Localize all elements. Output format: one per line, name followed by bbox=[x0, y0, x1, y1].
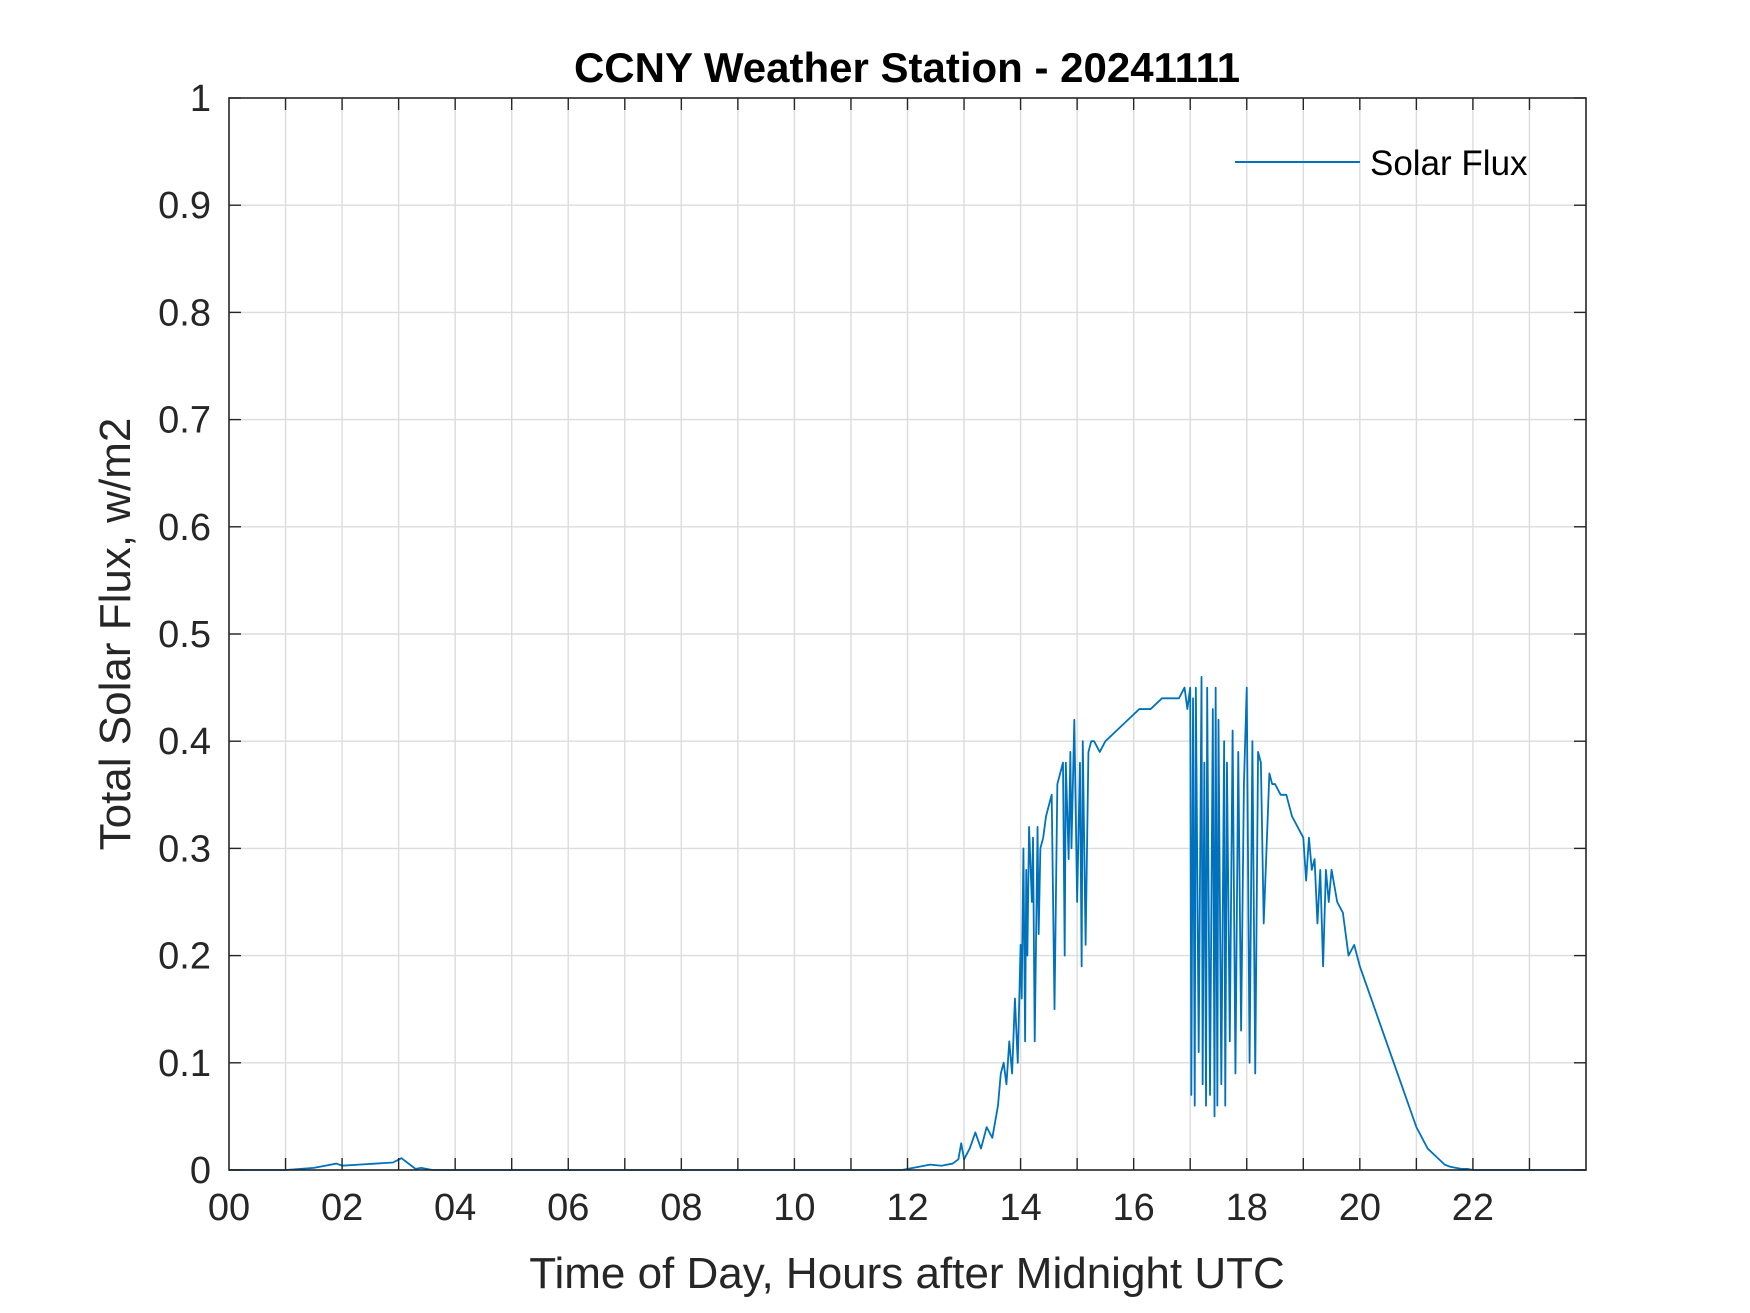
x-tick-label: 14 bbox=[999, 1187, 1041, 1229]
x-tick-label: 04 bbox=[434, 1187, 476, 1229]
x-tick-labels: 00 02 04 06 08 10 12 14 16 18 20 22 bbox=[208, 1187, 1494, 1229]
x-tick-label: 12 bbox=[886, 1187, 928, 1229]
series-layer bbox=[229, 675, 1586, 1171]
x-tick-label: 20 bbox=[1339, 1187, 1381, 1229]
legend: Solar Flux bbox=[1235, 144, 1528, 183]
chart-title: CCNY Weather Station - 20241111 bbox=[574, 44, 1240, 91]
y-axis-label: Total Solar Flux, w/m2 bbox=[91, 418, 140, 851]
x-tick-label: 18 bbox=[1226, 1187, 1268, 1229]
x-tick-label: 10 bbox=[773, 1187, 815, 1229]
y-tick-label: 1 bbox=[190, 78, 211, 120]
y-tick-label: 0.3 bbox=[158, 828, 211, 870]
axis-ticks bbox=[229, 97, 1586, 1171]
y-tick-label: 0.8 bbox=[158, 292, 211, 334]
legend-label-solar-flux: Solar Flux bbox=[1370, 144, 1528, 183]
y-tick-label: 0.7 bbox=[158, 400, 211, 442]
x-tick-label: 22 bbox=[1452, 1187, 1494, 1229]
y-tick-label: 0.6 bbox=[158, 507, 211, 549]
x-axis-label: Time of Day, Hours after Midnight UTC bbox=[529, 1249, 1285, 1298]
y-tick-label: 0.4 bbox=[158, 721, 211, 763]
y-tick-label: 0.1 bbox=[158, 1043, 211, 1085]
x-tick-label: 02 bbox=[321, 1187, 363, 1229]
x-tick-label: 00 bbox=[208, 1187, 250, 1229]
series-line-solar-flux bbox=[229, 675, 1586, 1171]
y-tick-labels: 0 0.1 0.2 0.3 0.4 0.5 0.6 0.7 0.8 0.9 1 bbox=[158, 78, 211, 1192]
y-tick-label: 0 bbox=[190, 1150, 211, 1192]
x-tick-label: 06 bbox=[547, 1187, 589, 1229]
x-tick-label: 16 bbox=[1113, 1187, 1155, 1229]
y-tick-label: 0.9 bbox=[158, 185, 211, 227]
y-tick-label: 0.2 bbox=[158, 936, 211, 978]
y-tick-label: 0.5 bbox=[158, 614, 211, 656]
x-tick-label: 08 bbox=[660, 1187, 702, 1229]
